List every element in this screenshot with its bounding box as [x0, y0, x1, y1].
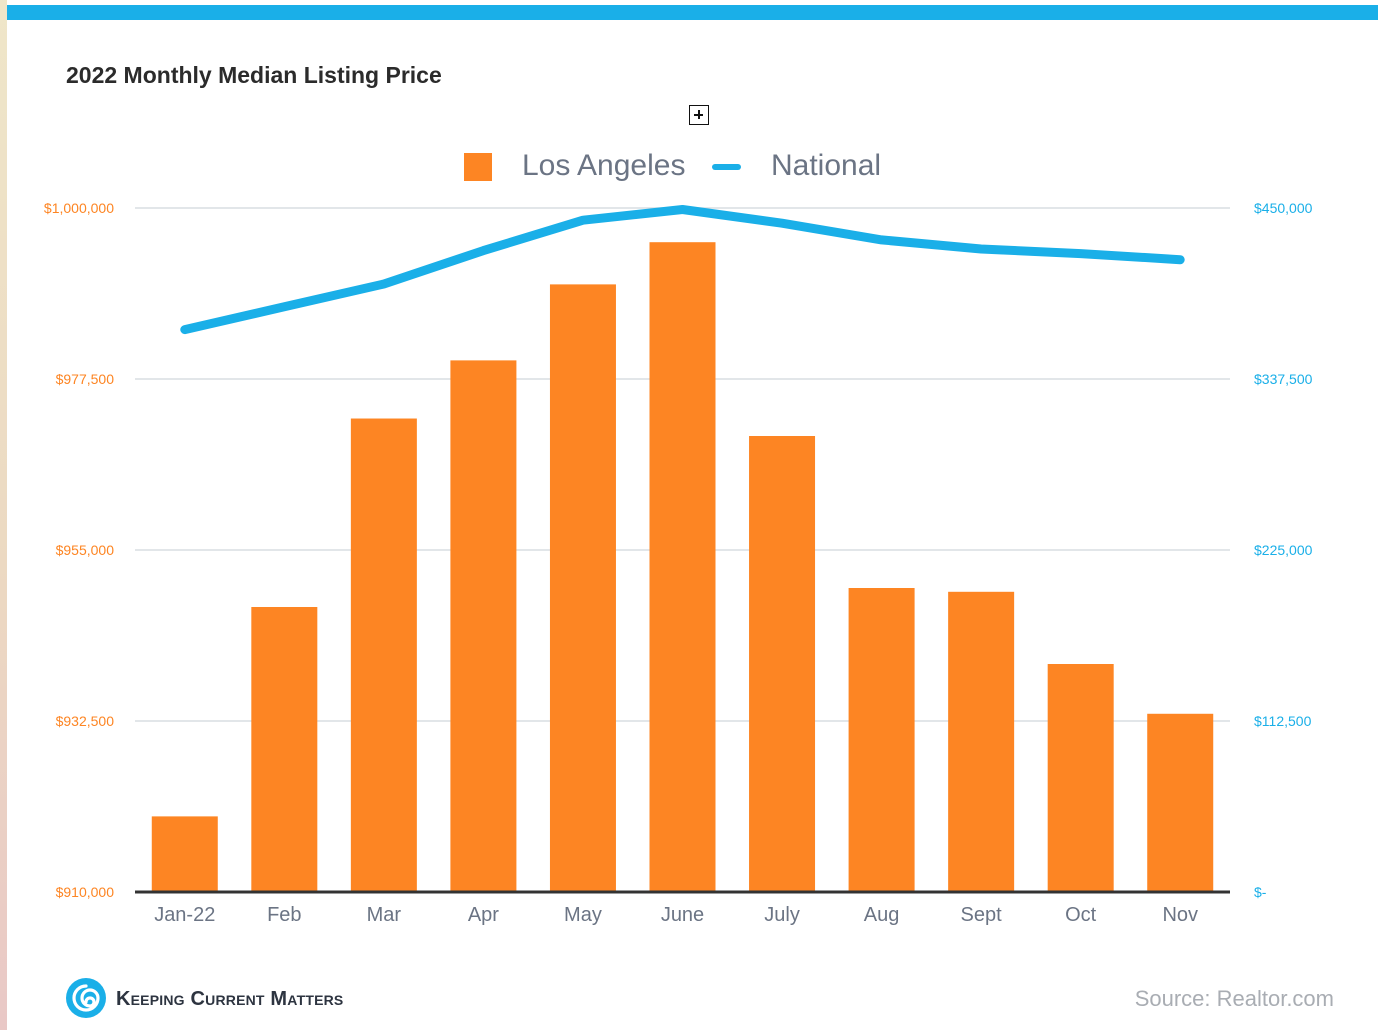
x-tick-label: June [661, 904, 704, 926]
bar-mar [350, 418, 417, 892]
x-tick-label: May [564, 904, 602, 926]
national-point-mar [383, 283, 385, 285]
x-tick-label: Apr [468, 904, 499, 926]
bar-june [649, 242, 716, 892]
national-point-apr [482, 250, 484, 252]
national-point-july [781, 222, 783, 224]
window-edge [0, 0, 7, 1030]
x-tick-label: July [764, 904, 800, 926]
y-tick-right: $225,000 [1254, 542, 1313, 558]
y-tick-right: $337,500 [1254, 371, 1313, 387]
x-tick-label: Jan-22 [154, 904, 215, 926]
legend-los-angeles-label[interactable]: Los Angeles [522, 149, 686, 182]
national-point-aug [881, 239, 883, 241]
bar-apr [450, 360, 517, 892]
national-point-may [582, 219, 584, 221]
expand-icon[interactable] [689, 105, 709, 125]
x-tick-label: Mar [367, 904, 402, 926]
swirl-icon [66, 978, 106, 1018]
y-tick-left: $932,500 [56, 713, 115, 729]
national-point-feb [283, 306, 285, 308]
bar-nov [1147, 713, 1214, 892]
y-tick-left: $910,000 [56, 884, 115, 900]
national-point-sept [980, 248, 982, 250]
y-tick-right: $112,500 [1254, 713, 1312, 729]
y-tick-left: $977,500 [56, 371, 115, 387]
legend-national-label[interactable]: National [771, 149, 882, 182]
y-tick-right: $450,000 [1254, 200, 1313, 216]
bar-july [749, 436, 816, 892]
top-accent-bar [7, 5, 1378, 20]
x-tick-label: Sept [961, 904, 1003, 926]
x-tick-label: Aug [864, 904, 900, 926]
bar-sept [948, 591, 1015, 892]
legend-national-swatch [712, 164, 741, 170]
logo-text: Keeping Current Matters [116, 988, 344, 1010]
x-tick-label: Feb [267, 904, 301, 926]
y-tick-right: $- [1254, 884, 1267, 900]
x-tick-label: Oct [1065, 904, 1097, 926]
bar-feb [251, 607, 318, 892]
y-tick-left: $955,000 [56, 542, 115, 558]
y-tick-left: $1,000,000 [44, 200, 114, 216]
legend-los-angeles-swatch [464, 153, 492, 181]
company-logo: Keeping Current Matters [66, 978, 366, 1020]
bar-may [549, 284, 616, 892]
national-point-jan-22 [184, 329, 186, 331]
bar-jan-22 [151, 816, 218, 892]
national-point-nov [1179, 259, 1181, 261]
x-tick-label: Nov [1162, 904, 1198, 926]
national-point-oct [1080, 253, 1082, 255]
chart-title: 2022 Monthly Median Listing Price [66, 62, 442, 88]
bar-aug [848, 588, 915, 892]
source-credit: Source: Realtor.com [1134, 986, 1334, 1011]
national-point-june [682, 209, 683, 211]
bar-oct [1047, 664, 1114, 892]
